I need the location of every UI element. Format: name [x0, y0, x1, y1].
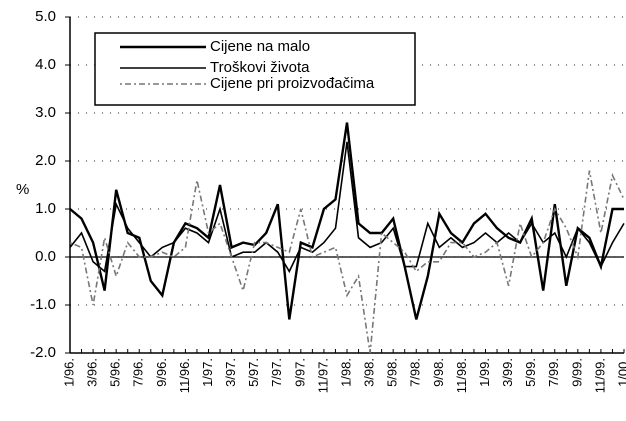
x-tick-label: 5/97.	[246, 358, 261, 387]
x-tick-label: 7/99.	[546, 358, 561, 387]
x-tick-label: 11/96.	[177, 358, 192, 393]
x-tick-label: 9/98.	[431, 358, 446, 387]
x-tick-label: 9/97.	[292, 358, 307, 387]
series-line	[69, 122, 624, 320]
x-tick-label: 11/99.	[592, 358, 607, 393]
y-tick-label: 4.0	[35, 56, 56, 73]
legend-label: Troškovi života	[210, 59, 310, 76]
x-tick-label: 3/97.	[223, 358, 238, 387]
legend-label: Cijene na malo	[210, 38, 310, 55]
x-tick-label: 3/99.	[500, 358, 515, 387]
x-tick-label: 7/98.	[408, 358, 423, 387]
x-tick-label: 7/97.	[269, 358, 284, 387]
legend-box	[94, 32, 416, 106]
x-tick-label: 1/99.	[477, 358, 492, 387]
y-axis-label: %	[16, 181, 29, 198]
x-tick-label: 5/98.	[385, 358, 400, 387]
x-tick-label: 11/97.	[315, 358, 330, 393]
x-tick-label: 9/96.	[154, 358, 169, 387]
series-line	[69, 141, 625, 274]
x-tick-label: 3/96.	[85, 358, 100, 387]
x-tick-label: 1/98.	[338, 358, 353, 387]
y-tick-label: -2.0	[30, 344, 56, 361]
y-tick-label: -1.0	[30, 296, 56, 313]
x-tick-label: 1/97.	[200, 358, 215, 387]
y-tick-label: 0.0	[35, 248, 56, 265]
y-tick-label: 3.0	[35, 104, 56, 121]
x-tick-label: 1/96.	[61, 358, 76, 387]
legend-label: Cijene pri proizvođačima	[210, 75, 375, 92]
y-tick-label: 2.0	[35, 152, 56, 169]
x-tick-label: 5/99.	[523, 358, 538, 387]
x-tick-label: 1/00.	[615, 358, 626, 387]
y-tick-label: 1.0	[35, 200, 56, 217]
series-line	[69, 170, 625, 354]
x-tick-label: 11/98.	[454, 358, 469, 393]
y-tick-label: 5.0	[35, 8, 56, 25]
x-tick-label: 3/98.	[362, 358, 377, 387]
x-tick-label: 9/99.	[569, 358, 584, 387]
x-tick-label: 7/96.	[131, 358, 146, 387]
x-tick-label: 5/96.	[108, 358, 123, 387]
